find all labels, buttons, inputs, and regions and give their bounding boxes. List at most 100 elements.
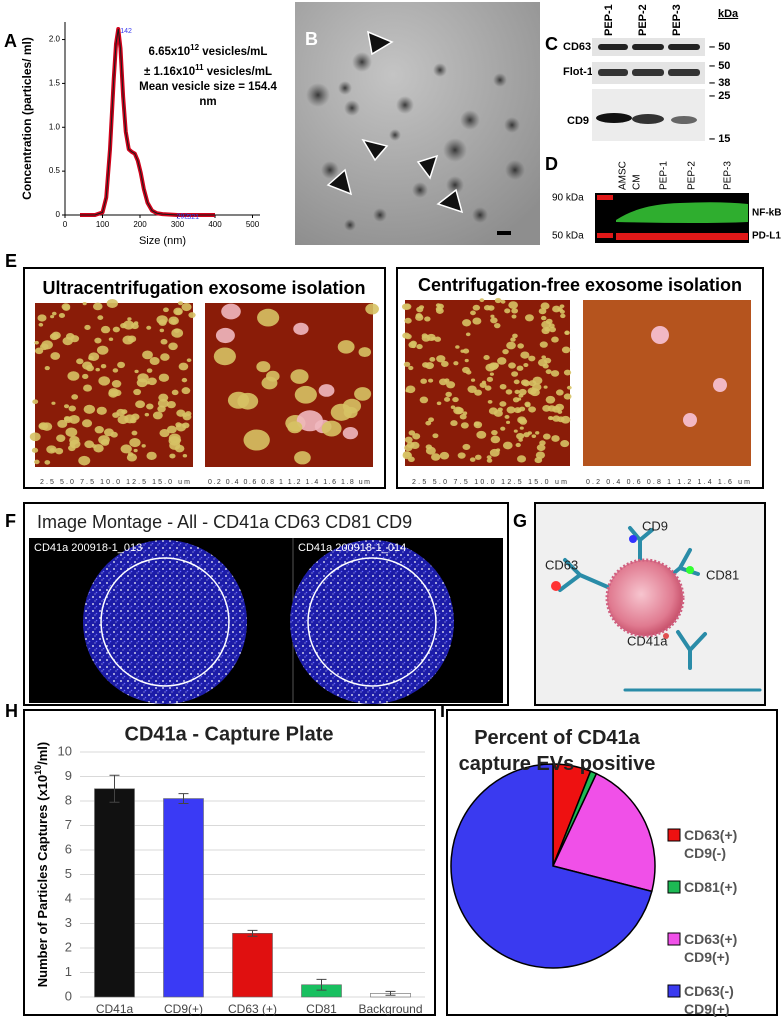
afm-feature [523,362,529,368]
afm-feature [44,460,51,465]
afm-feature [82,419,93,428]
row-label: CD63 [563,41,591,53]
afm-feature [476,430,487,439]
afm-feature [82,373,89,380]
afm-feature [104,428,114,437]
afm-feature [436,355,446,363]
x-axis-label: Size (nm) [139,235,186,247]
afm-feature [65,427,78,437]
afm-feature [539,440,546,446]
marker-label: 50 [718,60,730,72]
error-bar [247,929,258,937]
pie-slice [450,763,653,969]
stats-sup: 12 [190,43,200,52]
afm-feature [31,447,39,453]
afm-feature [257,308,280,327]
x-tick-label: CD81 [306,1002,337,1016]
afm-feature [564,330,570,335]
stats-line: Mean vesicle size = 154.4 nm [139,80,277,108]
afm-feature [541,327,550,335]
em-spot [472,207,488,223]
afm-feature [651,326,669,344]
afm-feature [545,395,556,404]
afm-feature [713,378,727,392]
afm-feature [460,422,469,429]
afm-feature [38,322,44,327]
afm-feature [439,451,450,460]
em-spot [321,161,339,179]
afm-feature [542,433,551,440]
afm-feature [34,340,39,345]
afm-feature [157,399,169,408]
legend-label: CD81(+) [684,879,738,895]
afm-feature [479,298,485,303]
line [80,28,215,216]
afm-feature [488,362,499,371]
afm-feature [166,400,176,409]
afm-feature [160,338,168,345]
marker-label: 15 [718,133,730,145]
afm-feature [76,358,84,365]
afm-feature [71,394,79,400]
afm-images [29,297,751,473]
lane-label: PEP-3 [671,4,683,36]
afm-feature [127,317,132,321]
afm-feature [459,413,467,420]
afm-feature [450,420,458,427]
afm-feature [120,444,132,454]
afm-feature [342,427,359,440]
x-tick-label: 100 [96,220,110,229]
afm-feature [520,379,529,386]
afm-feature [415,313,423,319]
marker-label: 38 [718,77,730,89]
afm-feature [163,307,169,313]
afm-feature [422,362,430,368]
afm-feature [511,371,519,377]
afm-feature [409,340,417,347]
afm-feature [511,314,517,319]
afm-feature [518,393,524,398]
afm-feature [436,401,442,406]
afm-feature [84,324,91,330]
y-tick-label: 9 [65,768,72,783]
well-ring [307,557,437,687]
afm-feature [68,415,80,424]
afm-feature [83,404,96,414]
afm-feature [502,441,513,450]
legend-swatch [667,932,681,946]
afm-feature [493,323,501,329]
panel-label: D [545,154,558,174]
afm-feature [117,361,126,369]
bar [94,788,135,998]
marker-label: – 50 [709,41,730,53]
afm-feature [266,370,280,382]
afm-feature [424,316,431,322]
y-axis-label-part: Number of Particles Captures (x10 [35,775,50,987]
afm-feature [169,453,176,459]
afm-feature [552,415,561,422]
stats-text: ± 1.16x10 [144,65,196,78]
afm-feature [541,320,552,329]
blot-c [592,38,705,141]
afm-feature [506,406,516,414]
afm-feature [508,362,516,369]
y-tick-label: 1 [65,964,72,979]
panel-frame [23,709,436,1016]
afm-feature [70,335,80,343]
afm-feature [181,387,191,395]
afm-feature [131,413,140,421]
bar [163,798,204,998]
afm-feature [524,401,531,407]
lane-label: PEP-2 [637,4,649,36]
chart-title: CD41a - Capture Plate [125,723,334,745]
afm-base [205,467,373,473]
panel-label: E [5,251,17,271]
afm-feature [96,406,107,415]
afm-feature [56,434,66,442]
em-spot [352,52,372,72]
afm-feature [354,387,372,401]
afm-feature [528,355,536,362]
marker-name: CD63 [545,557,578,572]
